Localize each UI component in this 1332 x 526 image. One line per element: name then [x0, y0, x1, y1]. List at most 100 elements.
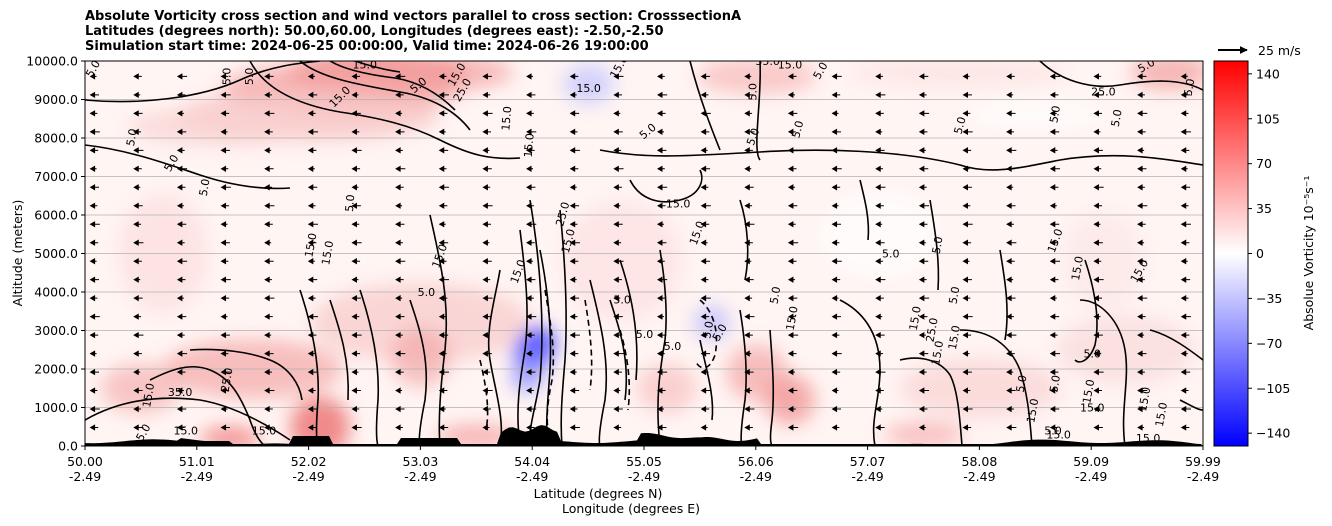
contour-label: 5.0 — [952, 115, 969, 135]
contour-line — [1149, 329, 1203, 361]
vorticity-region — [819, 189, 940, 280]
wind-vector-arrow — [1180, 91, 1191, 99]
wind-vector-arrow — [1006, 331, 1017, 339]
y-axis: 0.0 1000.0 2000.0 3000.0 4000.0 5000.0 6000.0 7… — [26, 54, 85, 454]
wind-vector-arrow — [1006, 165, 1015, 172]
wind-vector-arrow — [482, 331, 490, 339]
wind-vector-arrow — [831, 276, 841, 283]
wind-vector-arrow — [1180, 424, 1190, 431]
wind-vector-arrow — [962, 294, 971, 302]
wind-vector-arrow — [1049, 294, 1057, 302]
wind-vector-arrow — [395, 276, 404, 283]
wind-vector-arrow — [656, 239, 667, 246]
wind-vector-arrow — [831, 387, 839, 394]
wind-vector-arrow — [482, 73, 492, 80]
wind-vector-arrow — [1006, 294, 1016, 302]
wind-vector-arrow — [875, 128, 883, 136]
wind-vector-arrow — [1006, 202, 1016, 209]
wind-vector-arrow — [656, 424, 667, 431]
wind-vector-arrow — [307, 239, 317, 246]
wind-vector-arrow — [1180, 147, 1190, 154]
wind-vector-arrow — [438, 73, 447, 80]
wind-vector-arrow — [1180, 294, 1189, 302]
contour-label: 5.0 — [613, 294, 631, 307]
wind-vector-arrow — [700, 313, 710, 320]
wind-vector-arrow — [264, 405, 273, 413]
wind-vector-arrow — [307, 73, 315, 80]
wind-vector-arrow — [700, 405, 710, 413]
wind-vector-arrow — [831, 368, 841, 376]
wind-vector-arrow — [438, 276, 449, 283]
wind-vector-arrow — [918, 424, 926, 431]
wind-vector-arrow — [89, 258, 97, 265]
wind-vector-arrow — [613, 276, 622, 283]
wind-vector-arrow — [176, 387, 184, 394]
contour-line — [756, 61, 762, 161]
wind-vector-arrow — [307, 184, 318, 191]
wind-vector-arrow — [787, 424, 799, 431]
wind-vector-arrow — [831, 128, 841, 136]
y-axis-label: Altitude (meters) — [10, 200, 25, 307]
wind-vector-arrow — [569, 276, 577, 283]
contour-label: 15.0 — [1046, 428, 1071, 441]
colorbar-tick-label: −105 — [1256, 381, 1290, 396]
wind-vector-arrow — [133, 91, 141, 99]
wind-vector-arrow — [1137, 424, 1145, 431]
contour-line — [1079, 299, 1128, 446]
wind-vector-arrow — [220, 276, 231, 283]
wind-vector-arrow — [787, 405, 796, 413]
wind-vector-arrow — [89, 276, 99, 283]
wind-vector-arrow — [1093, 128, 1101, 136]
wind-vector-arrow — [1049, 276, 1059, 283]
wind-vector-arrow — [656, 147, 667, 154]
wind-vector-arrow — [220, 331, 230, 339]
wind-vector-arrow — [613, 387, 621, 394]
wind-vector-arrow — [395, 110, 403, 117]
y-tick-label: 9000.0 — [34, 92, 78, 107]
wind-vector-arrow — [526, 387, 534, 394]
contour-label: 15.0 — [666, 197, 691, 210]
wind-vector-arrow — [831, 221, 841, 228]
wind-vector-arrow — [89, 110, 98, 117]
contour-label: 5.0 — [197, 178, 213, 197]
contour-label: 5.0 — [1109, 108, 1125, 127]
wind-vector-arrow — [133, 258, 142, 265]
wind-vector-arrow — [831, 405, 841, 413]
wind-vector-arrow — [744, 294, 753, 302]
contour-label: 5.0 — [343, 194, 357, 213]
wind-vector-arrow — [307, 91, 318, 99]
wind-vector-arrow — [526, 128, 537, 136]
wind-vector-arrow — [1049, 91, 1059, 99]
wind-vector-arrow — [1006, 276, 1014, 283]
wind-vector-arrow — [1093, 73, 1102, 80]
wind-vector-arrow — [133, 110, 143, 117]
wind-vector-arrow — [220, 110, 230, 117]
wind-vector-arrow — [1006, 239, 1017, 246]
wind-vector-arrow — [918, 128, 928, 136]
wind-vector-arrow — [787, 147, 799, 154]
wind-vector-arrow — [962, 73, 970, 80]
contour-label: 15.0 — [252, 424, 277, 437]
wind-vector-arrow — [569, 424, 580, 431]
wind-vector-arrow — [307, 221, 319, 228]
wind-vector-arrow — [176, 276, 186, 283]
wind-vector-arrow — [744, 221, 755, 228]
wind-vector-arrow — [307, 405, 319, 413]
wind-vector-arrow — [569, 91, 577, 99]
wind-vector-arrow — [613, 73, 624, 80]
wind-vector-arrow — [89, 202, 98, 209]
wind-vector-arrow — [482, 424, 490, 431]
contour-line — [429, 214, 448, 446]
contour-line — [85, 397, 291, 441]
wind-vector-arrow — [438, 239, 449, 246]
wind-vector-arrow — [482, 294, 493, 302]
wind-vector-arrow — [1006, 128, 1014, 136]
wind-vector-arrow — [526, 276, 536, 283]
wind-vector-arrow — [875, 405, 883, 413]
contour-label: 5.0 — [220, 68, 233, 86]
wind-vector-arrow — [613, 424, 622, 431]
wind-vector-arrow — [438, 331, 449, 339]
wind-vector-arrow — [569, 368, 577, 376]
wind-vector-arrow — [526, 147, 535, 154]
contour-line — [354, 61, 401, 73]
